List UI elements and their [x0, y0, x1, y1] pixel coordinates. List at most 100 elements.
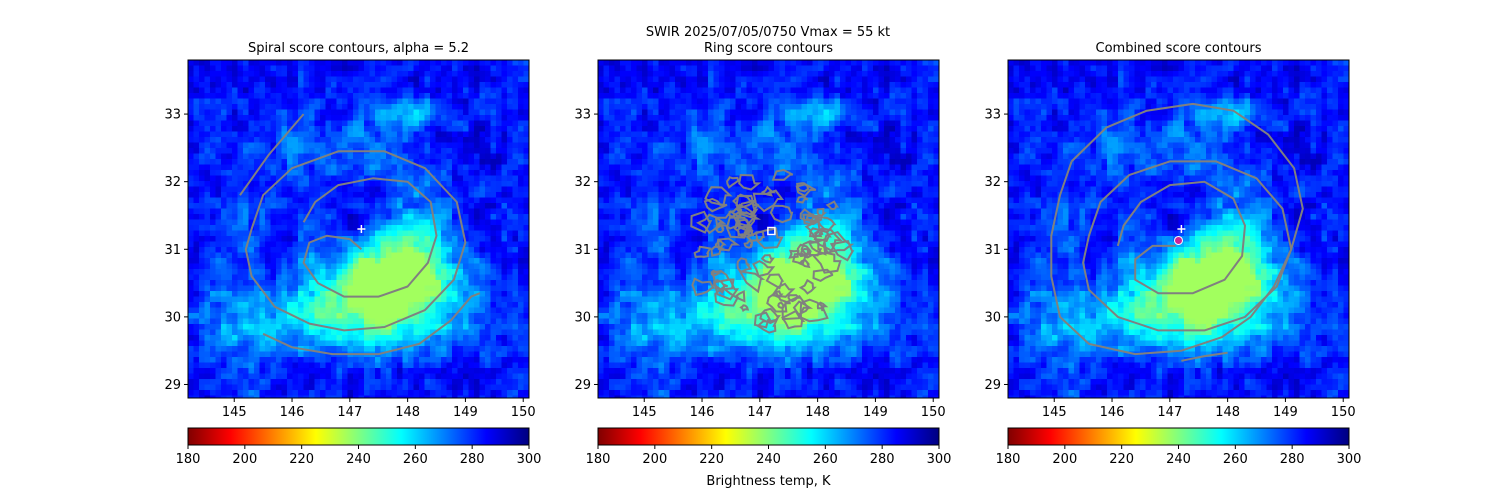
- field-cell: [435, 192, 442, 199]
- field-cell: [188, 159, 195, 166]
- field-cell: [840, 71, 847, 78]
- field-cell: [314, 258, 321, 265]
- field-cell: [818, 98, 825, 105]
- field-cell: [210, 274, 217, 281]
- field-cell: [463, 170, 470, 177]
- field-cell: [911, 109, 918, 116]
- field-cell: [468, 291, 475, 298]
- field-cell: [243, 302, 250, 309]
- field-cell: [270, 285, 277, 292]
- field-cell: [435, 230, 442, 237]
- field-cell: [276, 329, 283, 336]
- field-cell: [325, 225, 332, 232]
- field-cell: [452, 335, 459, 342]
- field-cell: [397, 236, 404, 243]
- field-cell: [430, 263, 437, 270]
- field-cell: [259, 82, 266, 89]
- field-cell: [424, 208, 431, 215]
- field-cell: [457, 379, 464, 386]
- field-cell: [204, 170, 211, 177]
- field-cell: [512, 313, 519, 320]
- field-cell: [446, 291, 453, 298]
- field-cell: [457, 384, 464, 391]
- field-cell: [292, 159, 299, 166]
- field-cell: [232, 126, 239, 133]
- field-cell: [785, 153, 792, 160]
- field-cell: [386, 346, 393, 353]
- field-cell: [851, 142, 858, 149]
- field-cell: [309, 236, 316, 243]
- field-cell: [353, 115, 360, 122]
- field-cell: [900, 126, 907, 133]
- field-cell: [386, 373, 393, 380]
- field-cell: [452, 241, 459, 248]
- field-cell: [435, 82, 442, 89]
- field-cell: [408, 390, 415, 397]
- field-cell: [237, 186, 244, 193]
- field-cell: [636, 148, 643, 155]
- field-cell: [226, 274, 233, 281]
- field-cell: [818, 115, 825, 122]
- field-cell: [320, 197, 327, 204]
- field-cell: [336, 384, 343, 391]
- field-cell: [818, 93, 825, 100]
- field-cell: [287, 153, 294, 160]
- field-cell: [292, 291, 299, 298]
- field-cell: [320, 82, 327, 89]
- field-cell: [867, 65, 874, 72]
- field-cell: [496, 269, 503, 276]
- field-cell: [496, 225, 503, 232]
- field-cell: [215, 285, 222, 292]
- field-cell: [490, 76, 497, 83]
- field-cell: [331, 126, 338, 133]
- field-cell: [204, 335, 211, 342]
- field-cell: [188, 175, 195, 182]
- field-cell: [697, 104, 704, 111]
- field-cell: [647, 71, 654, 78]
- field-cell: [226, 373, 233, 380]
- field-cell: [490, 230, 497, 237]
- field-cell: [518, 258, 525, 265]
- field-cell: [408, 302, 415, 309]
- field-cell: [325, 208, 332, 215]
- field-cell: [862, 109, 869, 116]
- field-cell: [336, 357, 343, 364]
- field-cell: [463, 291, 470, 298]
- field-cell: [336, 340, 343, 347]
- field-cell: [331, 324, 338, 331]
- field-cell: [922, 126, 929, 133]
- field-cell: [210, 65, 217, 72]
- field-cell: [402, 296, 409, 303]
- field-cell: [243, 368, 250, 375]
- field-cell: [270, 313, 277, 320]
- field-cell: [221, 65, 228, 72]
- field-cell: [199, 346, 206, 353]
- field-cell: [735, 93, 742, 100]
- field-cell: [485, 126, 492, 133]
- field-cell: [691, 137, 698, 144]
- field-cell: [452, 247, 459, 254]
- field-cell: [653, 109, 660, 116]
- field-cell: [840, 60, 847, 67]
- field-cell: [320, 247, 327, 254]
- field-cell: [691, 120, 698, 127]
- field-cell: [468, 131, 475, 138]
- field-cell: [364, 318, 371, 325]
- field-cell: [884, 65, 891, 72]
- field-cell: [485, 87, 492, 94]
- field-cell: [680, 142, 687, 149]
- field-cell: [512, 247, 519, 254]
- field-cell: [441, 164, 448, 171]
- field-cell: [512, 93, 519, 100]
- field-cell: [823, 137, 830, 144]
- field-cell: [199, 274, 206, 281]
- field-cell: [193, 153, 200, 160]
- field-cell: [347, 214, 354, 221]
- field-cell: [199, 351, 206, 358]
- field-cell: [347, 120, 354, 127]
- field-cell: [680, 137, 687, 144]
- field-cell: [851, 153, 858, 160]
- field-cell: [237, 87, 244, 94]
- field-cell: [188, 285, 195, 292]
- field-cell: [276, 148, 283, 155]
